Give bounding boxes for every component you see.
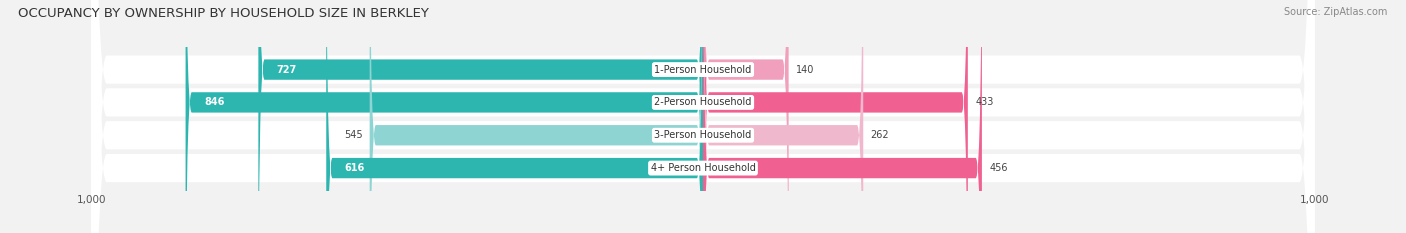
FancyBboxPatch shape	[259, 0, 703, 233]
Text: 616: 616	[344, 163, 364, 173]
FancyBboxPatch shape	[91, 0, 1315, 233]
Text: 456: 456	[990, 163, 1008, 173]
Text: 2-Person Household: 2-Person Household	[654, 97, 752, 107]
FancyBboxPatch shape	[326, 0, 703, 233]
FancyBboxPatch shape	[703, 0, 967, 233]
FancyBboxPatch shape	[91, 0, 1315, 233]
FancyBboxPatch shape	[703, 0, 981, 233]
Text: 1-Person Household: 1-Person Household	[654, 65, 752, 75]
Text: 140: 140	[796, 65, 814, 75]
Text: 727: 727	[277, 65, 297, 75]
FancyBboxPatch shape	[186, 0, 703, 233]
Text: Source: ZipAtlas.com: Source: ZipAtlas.com	[1284, 7, 1388, 17]
Text: 433: 433	[976, 97, 994, 107]
FancyBboxPatch shape	[91, 0, 1315, 233]
Text: 262: 262	[870, 130, 889, 140]
FancyBboxPatch shape	[703, 0, 863, 233]
FancyBboxPatch shape	[370, 0, 703, 233]
Text: 846: 846	[204, 97, 225, 107]
Text: OCCUPANCY BY OWNERSHIP BY HOUSEHOLD SIZE IN BERKLEY: OCCUPANCY BY OWNERSHIP BY HOUSEHOLD SIZE…	[18, 7, 429, 20]
Text: 4+ Person Household: 4+ Person Household	[651, 163, 755, 173]
Text: 545: 545	[343, 130, 363, 140]
Text: 3-Person Household: 3-Person Household	[654, 130, 752, 140]
FancyBboxPatch shape	[91, 0, 1315, 233]
FancyBboxPatch shape	[703, 0, 789, 233]
